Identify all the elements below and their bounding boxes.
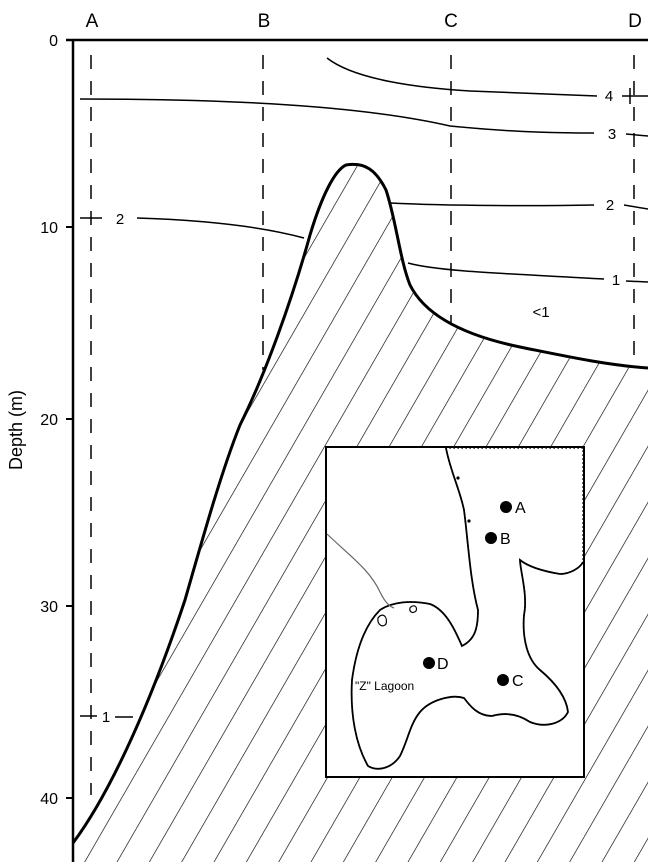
- inset-islet-2: [409, 605, 418, 614]
- contour-label-1-right: 1: [612, 272, 620, 289]
- inset-station-a-label: A: [515, 500, 526, 517]
- contour-labels: 4 3 2 2 1 1 <1: [102, 88, 620, 726]
- contour-label-4: 4: [605, 88, 613, 105]
- inset-station-b-marker: [485, 532, 497, 544]
- inset-map: A B C D "Z" Lagoon: [325, 446, 585, 778]
- contour-label-2-left: 2: [116, 211, 124, 228]
- station-labels: A B C D: [86, 11, 642, 32]
- inset-station-b-label: B: [500, 531, 511, 548]
- contour-lines: [79, 57, 648, 718]
- contour-4: [326, 57, 598, 97]
- contour-label-3: 3: [608, 126, 616, 143]
- inset-station-c-marker: [497, 674, 509, 686]
- inset-lagoon-label: "Z" Lagoon: [355, 679, 414, 693]
- station-label-b: B: [258, 11, 271, 32]
- contour-label-2-right: 2: [606, 197, 614, 214]
- station-label-c: C: [444, 11, 458, 32]
- inset-rock-1: [456, 476, 460, 480]
- inset-station-c-label: C: [512, 673, 524, 690]
- contour-3-tail: [625, 133, 648, 137]
- station-label-a: A: [86, 11, 99, 32]
- y-tick-label-10: 10: [40, 220, 58, 237]
- contour-2-right: [389, 202, 595, 207]
- contour-1-right: [407, 262, 605, 280]
- inset-stream: [326, 533, 395, 609]
- seabed-profile: [71, 162, 648, 844]
- y-axis-ticks: [66, 39, 73, 799]
- inset-station-d-marker: [423, 657, 435, 669]
- y-tick-label-20: 20: [40, 412, 58, 429]
- y-axis-title: Depth (m): [6, 390, 26, 470]
- contour-2-right-tail: [623, 204, 648, 210]
- y-tick-label-40: 40: [40, 791, 58, 808]
- contour-label-lt1: <1: [532, 304, 549, 321]
- station-label-d: D: [628, 11, 642, 32]
- inset-station-a-marker: [500, 501, 512, 513]
- contour-3: [79, 98, 595, 134]
- y-tick-label-30: 30: [40, 599, 58, 616]
- y-axis-tick-labels: 0 10 20 30 40: [40, 33, 58, 808]
- station-lines: [90, 55, 635, 795]
- inset-station-d-label: D: [437, 656, 449, 673]
- inset-islet-1: [377, 614, 387, 627]
- inset-shoreline: [350, 447, 584, 770]
- y-tick-label-0: 0: [49, 33, 58, 50]
- inset-rock-2: [467, 519, 471, 523]
- contour-2-left-b: [136, 217, 305, 239]
- contour-label-1-left: 1: [102, 709, 110, 726]
- contour-1-right-tail: [625, 280, 648, 283]
